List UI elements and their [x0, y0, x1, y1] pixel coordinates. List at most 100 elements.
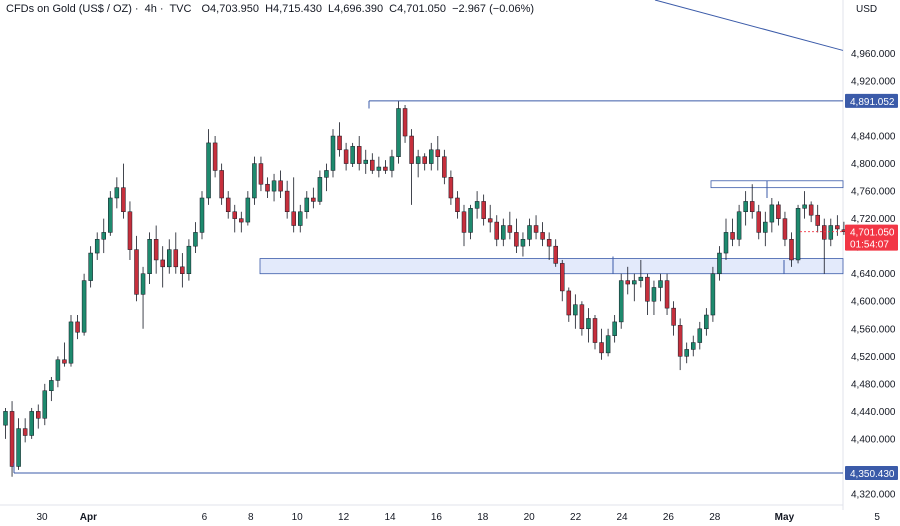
candle-body	[822, 225, 827, 240]
candle-body	[802, 204, 807, 209]
candle-body	[579, 304, 585, 330]
candle-body	[186, 245, 192, 274]
candle-body	[343, 149, 349, 164]
candle	[245, 191, 251, 226]
data-source: TVC	[169, 3, 192, 15]
candle-body	[435, 149, 441, 157]
last-price-tag: 4,701.050	[850, 228, 895, 239]
candle	[527, 218, 532, 247]
candle-body	[16, 428, 21, 467]
candle	[736, 204, 742, 247]
candle	[258, 156, 264, 192]
candle	[304, 191, 310, 219]
candle	[605, 328, 611, 357]
price-tick-label: 4,560.000	[851, 324, 896, 335]
time-tick-label: May	[775, 512, 795, 523]
candle	[22, 418, 28, 443]
candle-body	[461, 211, 467, 233]
candle-body	[782, 218, 788, 240]
currency-label[interactable]: USD	[856, 4, 878, 15]
candle	[167, 239, 172, 274]
candle-body	[180, 266, 185, 274]
candle-body	[415, 156, 421, 164]
candle-body	[664, 280, 670, 309]
candle-body	[835, 225, 840, 230]
candle-body	[592, 318, 598, 343]
candle-body	[501, 225, 506, 240]
time-tick-label: 30	[36, 512, 48, 523]
candle	[173, 232, 179, 274]
candle	[487, 204, 493, 233]
candle	[586, 308, 591, 343]
candle-body	[330, 135, 336, 171]
candle-body	[265, 183, 270, 192]
time-tick-label: 16	[431, 512, 443, 523]
candle	[763, 211, 768, 247]
candle	[638, 259, 644, 288]
candle	[474, 191, 480, 219]
price-axis[interactable]: 4,320.000 4,400.000 4,440.000 4,480.000 4,52…	[851, 49, 896, 501]
candle	[317, 170, 323, 205]
candle-body	[258, 163, 264, 185]
candle	[180, 253, 185, 288]
candle-body	[219, 170, 224, 199]
interval[interactable]: 4h	[144, 3, 157, 15]
candle	[219, 163, 224, 205]
candle	[697, 321, 703, 350]
candle-body	[691, 342, 696, 350]
candle	[618, 273, 624, 329]
candle-body	[743, 201, 748, 213]
candle	[520, 232, 526, 257]
candle-body	[317, 177, 323, 202]
candle-body	[422, 156, 427, 164]
last-price-tag-bg	[845, 224, 898, 251]
candle	[455, 191, 460, 219]
candle-body	[350, 146, 355, 164]
close-value: C4,701.050	[389, 3, 447, 15]
candle	[127, 201, 133, 260]
candles-layer	[3, 100, 847, 477]
candle-body	[789, 239, 794, 261]
candle-body	[3, 411, 8, 426]
candle-body	[409, 135, 414, 164]
candle	[822, 218, 827, 274]
candle	[645, 273, 650, 316]
candle-body	[291, 211, 296, 226]
candle	[350, 142, 355, 168]
candle-body	[114, 187, 120, 199]
candle-body	[638, 276, 644, 281]
candle-body	[586, 318, 591, 330]
time-axis[interactable]: 30Apr6810121416182022242628May579111315	[36, 512, 900, 523]
candle	[16, 418, 21, 470]
candle-body	[651, 287, 657, 302]
candle	[415, 149, 421, 178]
candle-body	[232, 211, 237, 219]
candle-body	[153, 239, 159, 261]
price-tick-label: 4,520.000	[851, 352, 896, 363]
candle-body	[81, 280, 87, 333]
candle	[337, 122, 342, 157]
time-tick-label: 8	[248, 512, 254, 523]
candle	[29, 407, 34, 439]
candle	[343, 142, 349, 171]
candle-body	[429, 149, 434, 164]
candle	[776, 201, 781, 226]
candle	[553, 239, 558, 267]
price-tick-label: 4,720.000	[851, 214, 896, 225]
candle-body	[108, 197, 113, 233]
candle-body	[9, 411, 15, 467]
candle	[560, 259, 565, 302]
symbol-name[interactable]: CFDs on Gold (US$ / OZ)	[6, 3, 132, 15]
high-value: H4,715.430	[265, 3, 322, 15]
candle	[75, 315, 80, 340]
candle-body	[520, 239, 526, 247]
time-tick-label: 12	[338, 512, 350, 523]
candle-body	[599, 342, 604, 354]
price-tick-label: 4,600.000	[851, 297, 896, 308]
candle	[271, 173, 277, 202]
candle	[376, 156, 382, 178]
candle	[206, 129, 211, 205]
candle	[546, 232, 552, 260]
candle	[298, 204, 303, 233]
